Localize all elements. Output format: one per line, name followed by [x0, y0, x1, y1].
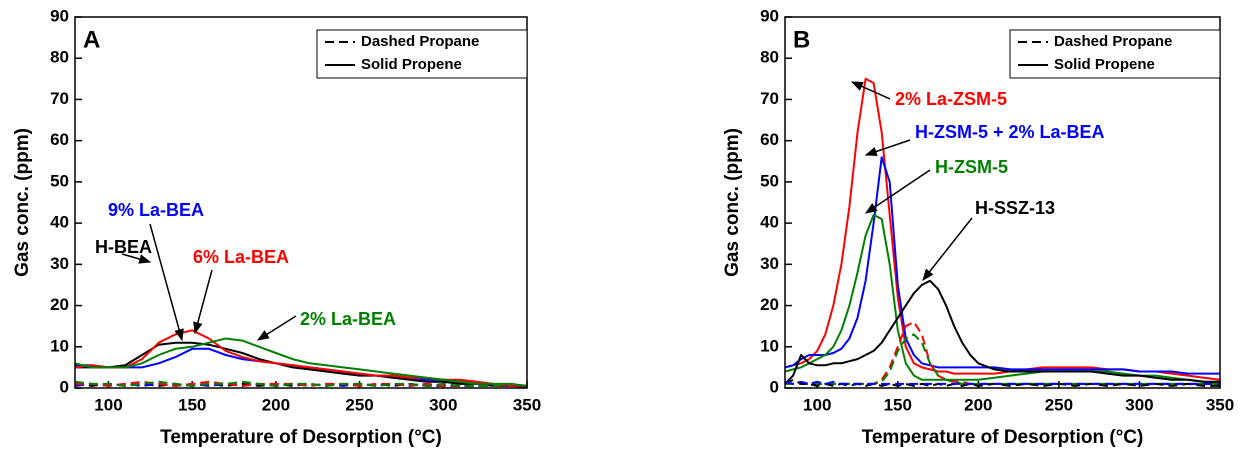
series-line	[75, 380, 527, 387]
legend-box	[316, 29, 528, 79]
x-axis-title: Temperature of Desorption (°C)	[862, 427, 1144, 448]
y-tick-label: 10	[50, 336, 69, 355]
plot-area	[785, 77, 1220, 387]
x-tick-label: 100	[94, 395, 122, 414]
series-label: H-ZSM-5	[935, 157, 1008, 177]
y-tick-label: 20	[760, 295, 779, 314]
y-tick-label: 60	[50, 130, 69, 149]
legend-label: Solid Propene	[361, 56, 462, 73]
x-tick-label: 350	[513, 395, 541, 414]
series-line	[785, 279, 1220, 385]
series-label: 2% La-ZSM-5	[895, 89, 1007, 109]
x-tick-label: 200	[262, 395, 290, 414]
x-tick-label: 150	[178, 395, 206, 414]
y-tick-label: 0	[60, 377, 69, 396]
series-line	[785, 156, 1220, 375]
y-tick-label: 50	[760, 171, 779, 190]
annotation-arrow	[193, 269, 213, 335]
legend-box	[1009, 29, 1221, 79]
series-label: H-ZSM-5 + 2% La-BEA	[915, 122, 1105, 142]
y-tick-label: 80	[760, 48, 779, 67]
legend-label: Solid Propene	[1054, 56, 1155, 73]
y-tick-label: 70	[760, 89, 779, 108]
series-label: 2% La-BEA	[300, 309, 396, 329]
annotation-arrow	[149, 223, 184, 342]
annotation-arrow	[864, 139, 911, 157]
x-tick-label: 300	[1125, 395, 1153, 414]
x-tick-label: 250	[1045, 395, 1073, 414]
series-line	[785, 321, 1220, 385]
y-tick-label: 90	[760, 6, 779, 25]
series-label: H-BEA	[95, 237, 152, 257]
x-axis-title: Temperature of Desorption (°C)	[160, 427, 442, 448]
annotation-arrow	[922, 217, 973, 281]
series-line	[75, 337, 527, 387]
plot-frame	[784, 16, 1221, 389]
x-tick-label: 100	[803, 395, 831, 414]
x-tick-label: 200	[964, 395, 992, 414]
y-axis-title: Gas conc. (ppm)	[12, 128, 33, 277]
series-label: H-SSZ-13	[975, 198, 1055, 218]
y-axis-title: Gas conc. (ppm)	[722, 128, 743, 277]
legend-label: Dashed Propane	[1054, 33, 1172, 50]
y-tick-label: 10	[760, 336, 779, 355]
y-tick-label: 40	[760, 213, 779, 232]
x-tick-label: 150	[884, 395, 912, 414]
y-tick-label: 40	[50, 213, 69, 232]
x-tick-label: 350	[1206, 395, 1234, 414]
legend-label: Dashed Propane	[361, 33, 479, 50]
y-tick-label: 30	[50, 254, 69, 273]
annotation-arrow	[256, 315, 297, 341]
y-tick-label: 0	[770, 377, 779, 396]
annotation-arrow	[865, 169, 931, 214]
y-tick-label: 30	[760, 254, 779, 273]
panel-label: A	[83, 26, 100, 53]
plot-area	[75, 329, 527, 388]
plot-frame	[74, 16, 528, 389]
annotation-arrow	[850, 81, 891, 100]
panel-label: B	[793, 26, 810, 53]
x-tick-label: 250	[345, 395, 373, 414]
annotation-arrow	[121, 253, 152, 264]
y-tick-label: 20	[50, 295, 69, 314]
series-line	[785, 380, 1220, 385]
series-line	[785, 378, 1220, 387]
y-tick-label: 50	[50, 171, 69, 190]
series-line	[785, 213, 1220, 385]
y-tick-label: 70	[50, 89, 69, 108]
y-tick-label: 90	[50, 6, 69, 25]
y-tick-label: 60	[760, 130, 779, 149]
series-line	[75, 329, 527, 387]
x-tick-label: 300	[429, 395, 457, 414]
series-label: 9% La-BEA	[108, 200, 204, 220]
y-tick-label: 80	[50, 48, 69, 67]
series-label: 6% La-BEA	[193, 247, 289, 267]
